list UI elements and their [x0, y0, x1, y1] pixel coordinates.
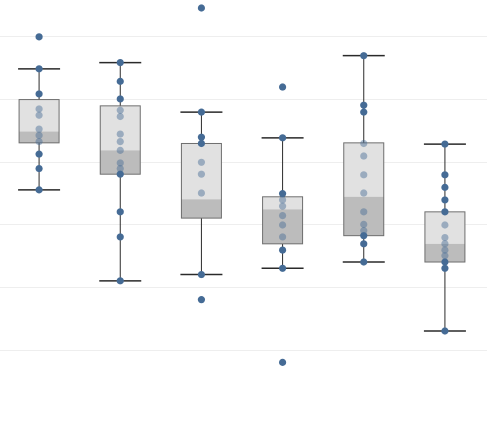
- box-group: [423, 143, 466, 332]
- data-point: [116, 208, 124, 216]
- data-point: [360, 189, 368, 197]
- data-point: [116, 112, 124, 121]
- data-point: [35, 164, 43, 173]
- box-layer: [18, 54, 466, 332]
- data-point: [35, 111, 43, 119]
- data-point: [35, 186, 43, 194]
- data-point: [360, 227, 368, 235]
- data-point: [360, 139, 368, 148]
- data-point: [197, 170, 206, 178]
- box-upper-half: [19, 99, 60, 132]
- data-point: [360, 101, 368, 109]
- data-point: [197, 158, 206, 166]
- box-upper-half: [424, 211, 465, 244]
- data-point: [441, 171, 449, 179]
- data-point: [441, 258, 449, 266]
- data-point: [278, 202, 287, 210]
- data-point: [116, 106, 124, 114]
- data-point: [441, 221, 449, 229]
- outlier-point: [197, 4, 206, 12]
- outlier-point: [278, 83, 287, 91]
- data-point: [35, 131, 43, 139]
- data-point: [441, 208, 449, 216]
- data-point: [35, 150, 43, 158]
- box-group: [18, 68, 61, 191]
- box-lower-half: [262, 209, 303, 244]
- data-point: [360, 232, 368, 240]
- box-lower-half: [19, 131, 60, 143]
- data-point: [441, 264, 449, 272]
- data-point: [441, 327, 449, 335]
- box-upper-half: [181, 143, 222, 200]
- outlier-point: [197, 296, 206, 304]
- data-point: [116, 95, 124, 103]
- box-upper-half: [100, 105, 141, 151]
- box-lower-half: [100, 150, 141, 175]
- box-group: [180, 111, 223, 276]
- data-point: [116, 146, 124, 154]
- box-outline: [18, 99, 60, 144]
- data-point: [197, 139, 206, 148]
- data-point: [35, 105, 43, 113]
- data-point: [197, 108, 206, 116]
- data-point: [35, 137, 43, 146]
- data-point: [35, 90, 43, 98]
- data-point: [441, 183, 449, 191]
- data-point: [278, 221, 287, 229]
- box-lower-half: [424, 243, 465, 263]
- data-point: [278, 190, 287, 198]
- box-lower-half: [181, 199, 222, 219]
- data-point: [35, 65, 43, 73]
- data-point: [441, 252, 449, 260]
- box-group: [261, 137, 304, 270]
- box-group: [342, 54, 385, 263]
- data-point: [278, 246, 287, 254]
- data-point: [197, 189, 206, 197]
- data-point: [441, 233, 449, 242]
- data-point: [360, 220, 368, 228]
- outlier-point: [35, 33, 43, 41]
- data-point: [278, 196, 287, 204]
- data-point: [197, 270, 206, 279]
- data-point: [116, 130, 124, 138]
- data-point: [360, 171, 368, 179]
- data-point: [116, 170, 124, 178]
- data-point: [278, 233, 287, 241]
- data-point: [278, 264, 287, 272]
- box-upper-half: [343, 142, 384, 197]
- data-point: [35, 125, 43, 133]
- data-point: [278, 212, 287, 220]
- data-point: [360, 258, 368, 266]
- data-point: [278, 134, 287, 142]
- data-point: [441, 140, 449, 148]
- data-point: [116, 277, 124, 285]
- data-point: [360, 152, 368, 160]
- data-point: [116, 137, 124, 146]
- box-upper-half: [262, 196, 303, 210]
- data-point: [116, 58, 124, 67]
- data-point: [441, 196, 449, 204]
- data-point: [360, 208, 368, 216]
- data-point: [441, 240, 449, 248]
- data-point: [360, 52, 368, 60]
- grid-layer: [0, 36, 487, 351]
- data-point: [360, 240, 368, 248]
- point-layer: [35, 4, 449, 366]
- data-point: [197, 133, 206, 141]
- data-point: [441, 246, 449, 254]
- data-point: [360, 108, 368, 116]
- outlier-point: [278, 358, 287, 366]
- data-point: [116, 164, 124, 173]
- data-point: [116, 77, 124, 85]
- data-point: [116, 159, 124, 167]
- box-lower-half: [343, 196, 384, 236]
- data-point: [116, 233, 124, 241]
